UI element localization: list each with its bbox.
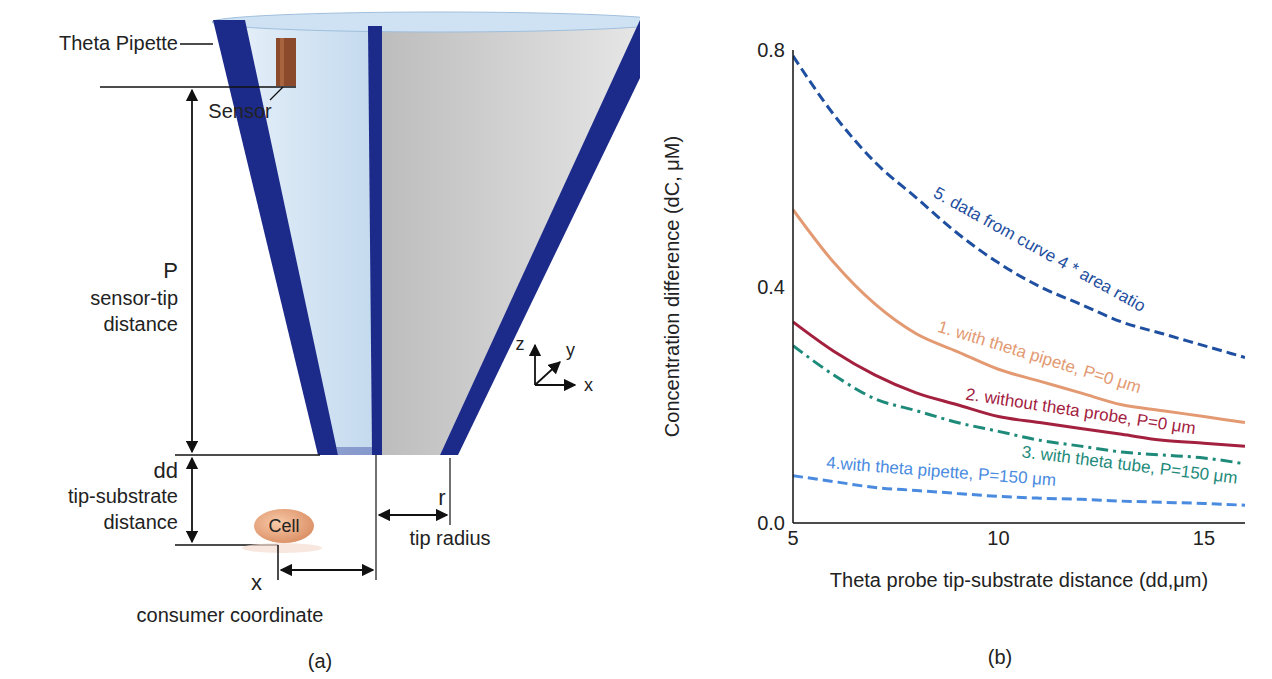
svg-text:r: r (438, 485, 445, 510)
svg-text:15: 15 (1193, 527, 1215, 549)
svg-text:Theta Pipette: Theta Pipette (59, 32, 178, 54)
svg-text:x: x (584, 375, 593, 395)
svg-text:x: x (251, 570, 262, 595)
svg-text:5. data from curve 4 * area ra: 5. data from curve 4 * area ratio (930, 183, 1148, 316)
svg-text:Sensor: Sensor (208, 100, 272, 122)
svg-text:distance: distance (104, 511, 179, 533)
html-text:(b): (b) (987, 646, 1013, 668)
svg-text:0.8: 0.8 (757, 39, 785, 61)
svg-text:consumer coordinate: consumer coordinate (137, 604, 324, 626)
svg-text:4.with theta pipette, P=150 μm: 4.with theta pipette, P=150 μm (826, 453, 1057, 490)
svg-text:1. with theta pipete, P=0 μm: 1. with theta pipete, P=0 μm (935, 317, 1144, 398)
svg-text:tip radius: tip radius (409, 527, 490, 549)
svg-text:5: 5 (787, 527, 798, 549)
svg-text:Theta probe tip-substrate dist: Theta probe tip-substrate distance (dd,μ… (830, 569, 1208, 591)
svg-text:0.4: 0.4 (757, 276, 785, 298)
svg-text:0.0: 0.0 (757, 512, 785, 534)
svg-text:sensor-tip: sensor-tip (90, 287, 178, 309)
svg-text:3. with theta tube, P=150 μm: 3. with theta tube, P=150 μm (1020, 442, 1239, 488)
svg-text:(a): (a) (308, 650, 332, 672)
svg-text:dd: dd (154, 458, 178, 483)
svg-text:z: z (516, 334, 525, 354)
svg-text:P: P (163, 258, 178, 283)
svg-text:10: 10 (987, 527, 1009, 549)
svg-text:2. without theta probe, P=0 μm: 2. without theta probe, P=0 μm (964, 385, 1197, 439)
svg-text:distance: distance (104, 313, 179, 335)
svg-text:y: y (566, 340, 575, 360)
svg-text:Cell: Cell (268, 516, 299, 536)
svg-text:tip-substrate: tip-substrate (68, 485, 178, 507)
svg-text:Concentration difference (dC,: Concentration difference (dC, μM) (661, 136, 683, 437)
